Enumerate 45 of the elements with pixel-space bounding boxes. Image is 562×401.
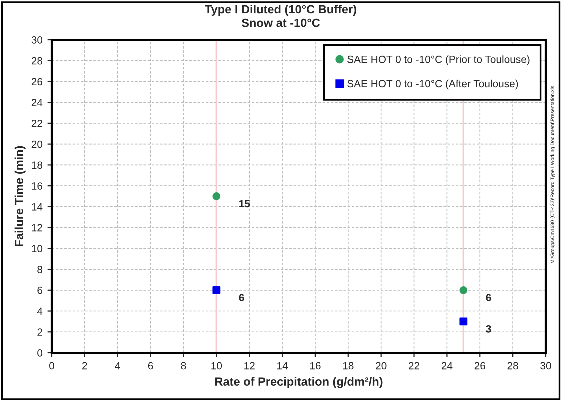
x-axis-title: Rate of Precipitation (g/dm²/h) bbox=[216, 377, 383, 388]
y-tick-label: 14 bbox=[32, 204, 43, 211]
y-tick-label: 8 bbox=[38, 266, 43, 274]
x-tick-label: 22 bbox=[409, 362, 420, 370]
x-tick-label: 14 bbox=[278, 362, 288, 370]
x-tick-label: 4 bbox=[115, 362, 120, 370]
y-tick-label: 18 bbox=[32, 162, 43, 170]
y-tick-label: 2 bbox=[38, 328, 42, 336]
data-label: 15 bbox=[240, 200, 250, 208]
point bbox=[460, 318, 468, 326]
x-tick-label: 6 bbox=[148, 362, 154, 370]
point bbox=[212, 192, 221, 200]
x-tick-label: 8 bbox=[181, 362, 186, 370]
point bbox=[212, 286, 221, 294]
y-tick-label: 20 bbox=[32, 140, 43, 148]
y-tick-label: 24 bbox=[32, 99, 43, 106]
y-tick-label: 0 bbox=[38, 350, 43, 357]
y-tick-label: 10 bbox=[32, 245, 43, 253]
y-tick-label: 6 bbox=[38, 286, 43, 294]
legend-label: SAE HOT 0 to -10°C (After Toulouse) bbox=[348, 80, 518, 90]
point bbox=[460, 286, 468, 294]
x-tick-label: 18 bbox=[343, 362, 354, 370]
y-tick-label: 26 bbox=[32, 78, 43, 86]
y-axis-title: Failure Time (min) bbox=[14, 146, 26, 246]
y-tick-label: 28 bbox=[32, 57, 43, 65]
y-tick-label: 4 bbox=[37, 308, 43, 316]
x-tick-label: 2 bbox=[82, 362, 88, 370]
x-tick-label: 26 bbox=[474, 362, 486, 370]
x-tick-label: 10 bbox=[212, 362, 222, 370]
y-tick-label: 30 bbox=[32, 36, 43, 44]
data-label: 6 bbox=[239, 294, 244, 302]
x-tick-label: 30 bbox=[540, 362, 552, 370]
data-label: 3 bbox=[486, 325, 492, 333]
x-tick-label: 16 bbox=[310, 362, 321, 370]
y-tick-label: 16 bbox=[32, 182, 43, 190]
x-tick-label: 0 bbox=[50, 362, 54, 370]
y-tick-label: 12 bbox=[32, 224, 42, 232]
x-tick-label: 20 bbox=[376, 362, 387, 370]
x-tick-label: 24 bbox=[442, 362, 453, 370]
chart-title: Type I Diluted (10°C Buffer) Snow at -10°C bbox=[205, 5, 356, 28]
legend-label: SAE HOT 0 to -10°C (Prior to Toulouse) bbox=[348, 56, 530, 66]
y-tick-label: 22 bbox=[32, 120, 42, 128]
x-tick-label: 12 bbox=[244, 362, 255, 370]
data-label: 6 bbox=[486, 294, 492, 302]
x-tick-label: 28 bbox=[508, 362, 518, 370]
